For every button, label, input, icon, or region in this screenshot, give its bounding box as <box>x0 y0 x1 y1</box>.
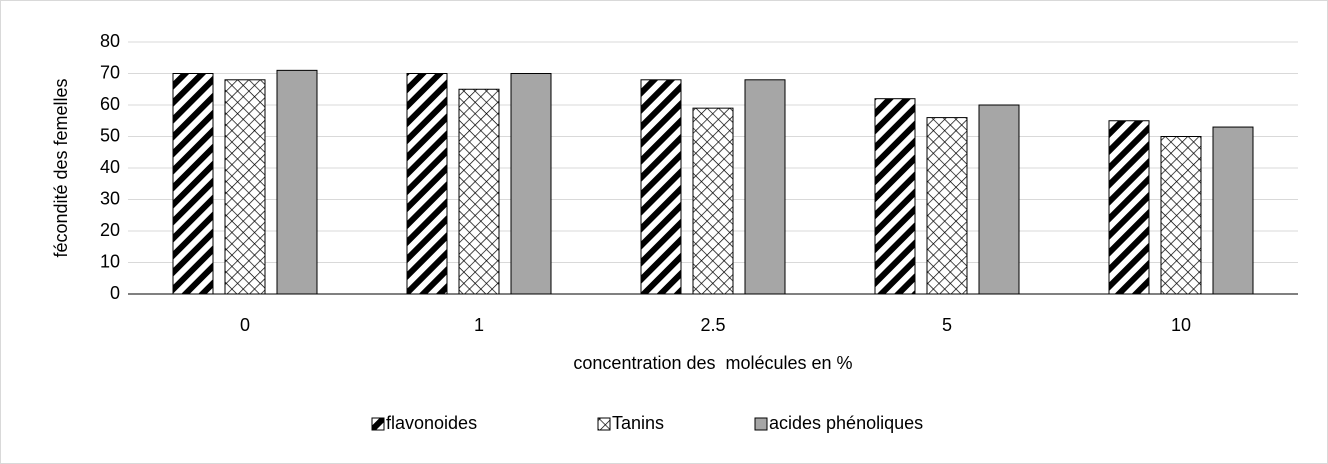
bar <box>692 107 734 295</box>
x-tick-label: 10 <box>1171 315 1191 335</box>
bar <box>640 79 682 295</box>
bar <box>458 88 500 295</box>
bar <box>276 69 318 295</box>
bar <box>874 98 916 295</box>
legend-swatch <box>754 417 768 431</box>
legend-swatch <box>597 417 611 431</box>
y-tick-label: 60 <box>100 94 120 114</box>
y-tick-label: 80 <box>100 31 120 51</box>
x-tick-label: 5 <box>942 315 952 335</box>
x-axis-label: concentration des molécules en % <box>573 353 852 373</box>
y-tick-label: 50 <box>100 125 120 145</box>
y-tick-label: 40 <box>100 157 120 177</box>
y-tick-label: 10 <box>100 251 120 271</box>
legend-label: flavonoides <box>386 413 477 433</box>
y-tick-label: 30 <box>100 188 120 208</box>
bar <box>224 79 266 295</box>
legend-label: Tanins <box>612 413 664 433</box>
x-tick-label: 2.5 <box>700 315 725 335</box>
bar <box>172 73 214 295</box>
bar <box>406 73 448 295</box>
bar <box>978 104 1020 295</box>
bar <box>1212 126 1254 295</box>
bar <box>744 79 786 295</box>
y-tick-label: 70 <box>100 62 120 82</box>
y-axis-label: fécondité des femelles <box>51 78 71 257</box>
legend-swatch <box>371 417 385 431</box>
y-tick-label: 0 <box>110 283 120 303</box>
bar <box>510 73 552 295</box>
x-tick-label: 0 <box>240 315 250 335</box>
legend-label: acides phénoliques <box>769 413 923 433</box>
y-tick-label: 20 <box>100 220 120 240</box>
bar <box>926 117 968 295</box>
bar <box>1108 120 1150 295</box>
bar <box>1160 136 1202 295</box>
x-tick-label: 1 <box>474 315 484 335</box>
